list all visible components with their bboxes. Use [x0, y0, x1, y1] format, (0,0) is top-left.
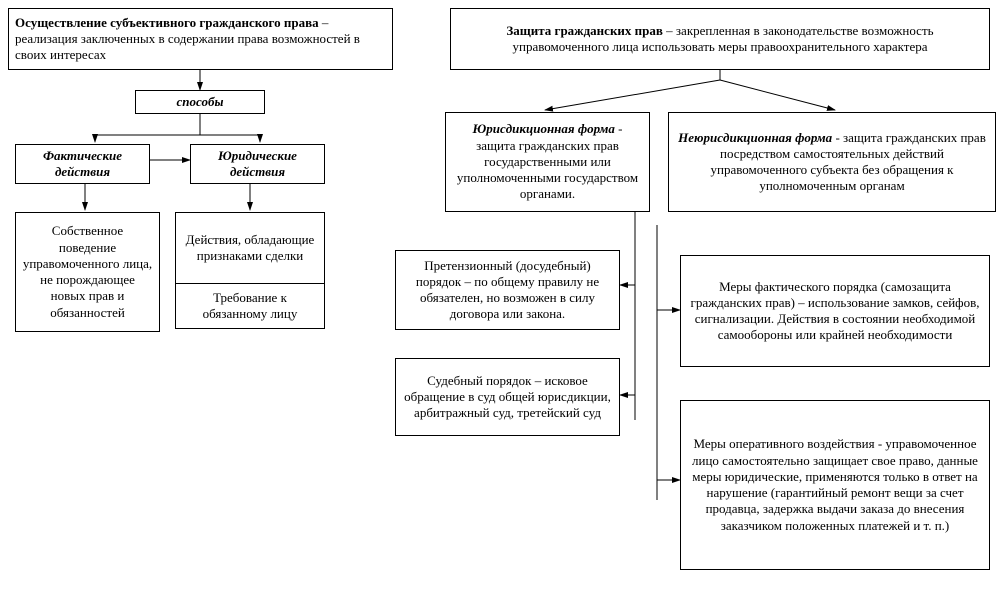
box-sposoby: способы [135, 90, 265, 114]
bold: Защита гражданских прав [506, 23, 663, 38]
box-juridicheskie: Юридические действия [190, 144, 325, 184]
box-fakticheskie: Фактические действия [15, 144, 150, 184]
box-subjective-right: Осуществление субъективного гражданского… [8, 8, 393, 70]
box-juris-form: Юрисдикционная форма - защита граждански… [445, 112, 650, 212]
cell-deal-signs: Действия, обладающие признаками сделки [176, 213, 324, 283]
box-court: Судебный порядок – исковое обращение в с… [395, 358, 620, 436]
box-own-behavior: Собственное поведение управомоченного ли… [15, 212, 160, 332]
box-pretension: Претензионный (досудебный) порядок – по … [395, 250, 620, 330]
box-oper-measures: Меры оперативного воздействия - управомо… [680, 400, 990, 570]
box-nonjuris-form: Неюрисдикционная форма - защита гражданс… [668, 112, 996, 212]
box-protection-rights: Защита гражданских прав – закрепленная в… [450, 8, 990, 70]
box-jurid-actions: Действия, обладающие признаками сделки Т… [175, 212, 325, 329]
bold: Осуществление субъективного гражданского… [15, 15, 319, 30]
box-fact-measures: Меры фактического порядка (самозащита гр… [680, 255, 990, 367]
text: Осуществление субъективного гражданского… [15, 15, 386, 64]
cell-demand: Требование к обязанному лицу [176, 283, 324, 328]
text: Защита гражданских прав – закрепленная в… [457, 23, 983, 56]
